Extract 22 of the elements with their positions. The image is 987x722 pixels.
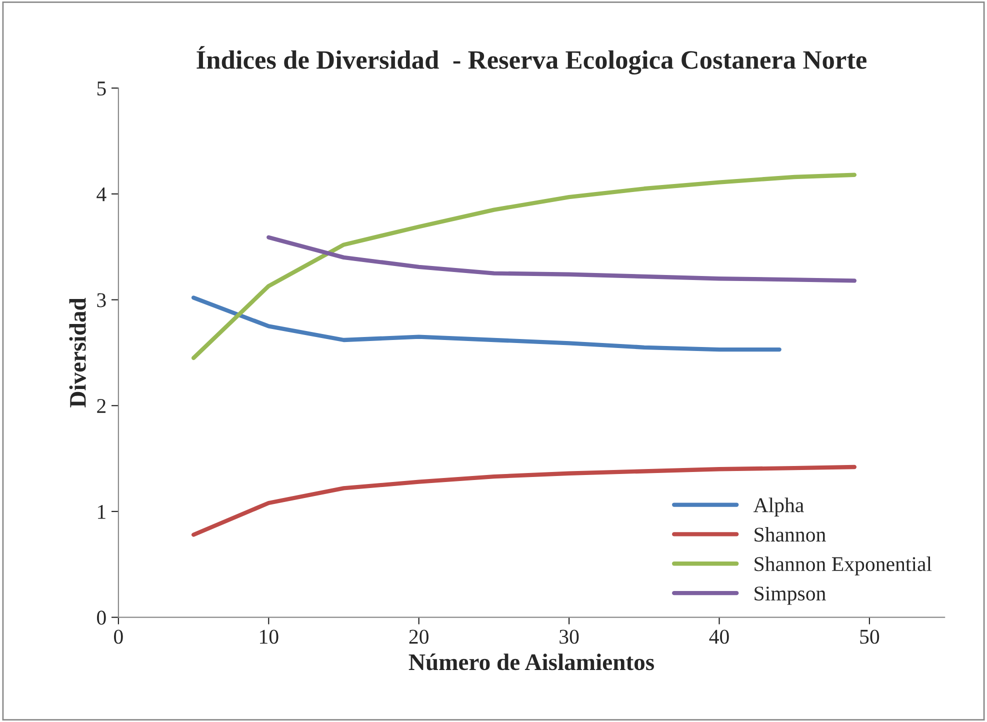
legend-label: Alpha [753, 498, 804, 516]
line-series [266, 235, 857, 283]
x-tick-label: 30 [560, 630, 579, 644]
y-tick-label: 2 [97, 399, 106, 413]
line-series [191, 172, 857, 360]
x-tick-label: 10 [260, 630, 278, 644]
x-tick-label: 50 [860, 630, 880, 644]
y-tick-label: 4 [96, 187, 106, 202]
y-tick-label: 5 [97, 82, 106, 96]
x-axis-title: Número de Aislamientos [408, 654, 654, 670]
x-tick-label: 40 [709, 630, 729, 644]
chart-title: Índices de Diversidad - Reserva Ecologica Costanera Norte [196, 46, 866, 74]
legend-label: Simpson [754, 586, 826, 605]
y-tick-label: 1 [98, 504, 106, 519]
x-tick-label: 0 [114, 630, 123, 644]
line-series [191, 296, 782, 352]
legend-label: Shannon Exponential [754, 556, 932, 576]
x-tick-label: 20 [409, 630, 428, 644]
y-tick-label: 0 [97, 610, 106, 625]
legend-label: Shannon [754, 527, 826, 542]
y-axis-title: Diversidad [69, 298, 86, 408]
y-tick-label: 3 [97, 293, 106, 308]
